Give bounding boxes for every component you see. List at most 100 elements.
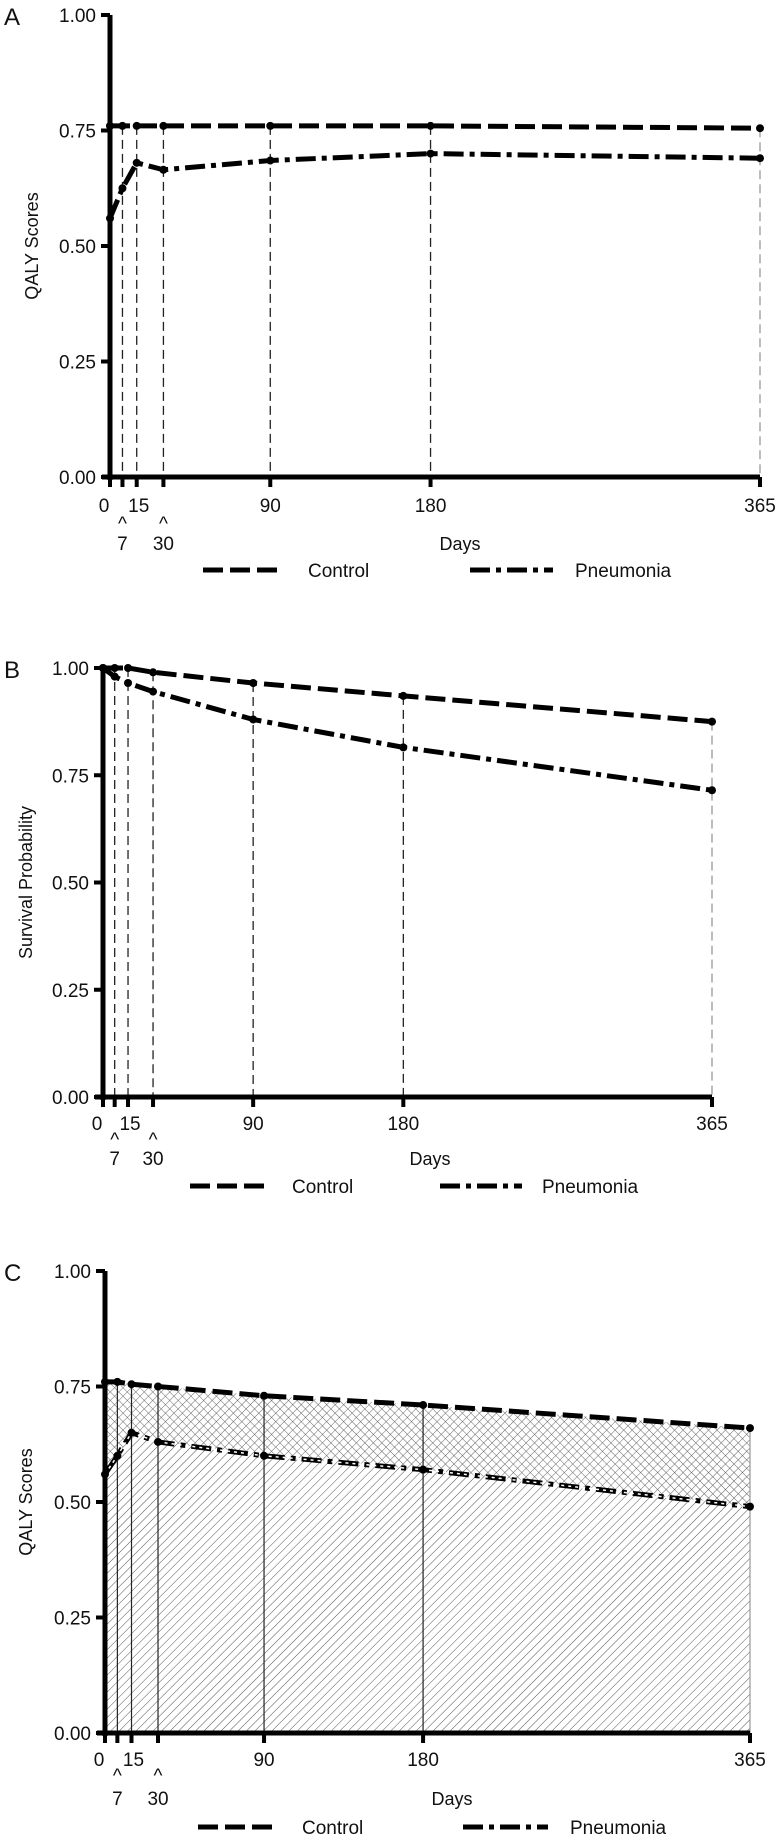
data-point-pneumonia bbox=[419, 1465, 428, 1474]
x-tick-label: 365 bbox=[696, 1114, 728, 1135]
data-point-control bbox=[249, 679, 258, 688]
x-tick-caret: ^ bbox=[110, 1130, 119, 1151]
series-line-pneumonia bbox=[101, 665, 713, 793]
x-tick-label: 0 bbox=[94, 1750, 105, 1771]
x-tick-label: 90 bbox=[243, 1114, 264, 1135]
x-axis-label: Days bbox=[409, 1149, 450, 1169]
legend-label-control: Control bbox=[292, 1177, 353, 1198]
x-tick-label: 30 bbox=[153, 534, 174, 555]
data-point-pneumonia bbox=[249, 715, 258, 724]
data-point-control bbox=[746, 1424, 754, 1433]
data-point-pneumonia bbox=[260, 1451, 269, 1460]
y-tick-label: 0.25 bbox=[54, 1609, 91, 1630]
x-tick-caret: ^ bbox=[159, 514, 168, 535]
y-tick-label: 0.50 bbox=[52, 874, 89, 895]
data-point-control bbox=[132, 121, 141, 130]
series-line-control bbox=[110, 123, 761, 131]
data-point-pneumonia bbox=[118, 184, 127, 193]
data-point-pneumonia bbox=[132, 158, 141, 167]
x-tick-label: 15 bbox=[119, 1114, 140, 1135]
data-point-pneumonia bbox=[746, 1502, 754, 1511]
panel-a: 0.000.250.500.751.000 15 90 180 365^7^30 Days… bbox=[4, 4, 776, 582]
panel-c: 0.000.250.500.751.000 15 90 180 365^7^30 Days… bbox=[4, 1260, 766, 1839]
y-tick-label: 0.75 bbox=[52, 766, 89, 787]
legend: Control Pneumonia bbox=[203, 561, 672, 582]
y-tick-label: 0.25 bbox=[59, 353, 96, 374]
series-line-pneumonia bbox=[107, 151, 761, 220]
data-point-control bbox=[118, 121, 127, 130]
x-tick-label: 365 bbox=[744, 496, 776, 517]
area-below-pneumonia bbox=[105, 1432, 750, 1733]
x-tick-label: 7 bbox=[117, 534, 128, 555]
data-point-control bbox=[260, 1391, 269, 1400]
y-axis-label: QALY Scores bbox=[16, 1448, 36, 1555]
y-axis-label: QALY Scores bbox=[22, 192, 42, 299]
legend-label-control: Control bbox=[308, 561, 369, 582]
legend-label-control: Control bbox=[302, 1818, 363, 1839]
data-point-pneumonia bbox=[113, 1451, 122, 1460]
panel-label: C bbox=[4, 1260, 21, 1287]
x-axis-label: Days bbox=[431, 1789, 472, 1809]
panel-label: B bbox=[4, 657, 20, 684]
panel-b: 0.000.250.500.751.000 15 90 180 365^7^30 Days… bbox=[4, 657, 728, 1198]
data-point-control bbox=[756, 124, 764, 133]
legend: Control Pneumonia bbox=[198, 1818, 667, 1839]
legend-label-pneumonia: Pneumonia bbox=[575, 561, 672, 582]
data-point-pneumonia bbox=[708, 786, 716, 795]
y-tick-label: 0.00 bbox=[59, 468, 96, 489]
x-tick-caret: ^ bbox=[149, 1130, 158, 1151]
data-point-pneumonia bbox=[154, 1437, 163, 1446]
data-point-control bbox=[110, 664, 119, 672]
data-point-pneumonia bbox=[756, 154, 764, 163]
area-between-series bbox=[105, 1381, 750, 1507]
x-tick-label: 30 bbox=[142, 1149, 163, 1170]
x-tick-label: 15 bbox=[123, 1750, 144, 1771]
x-tick-label: 0 bbox=[92, 1114, 103, 1135]
series-line-control bbox=[103, 665, 713, 725]
y-tick-label: 0.00 bbox=[54, 1724, 91, 1745]
x-tick-caret: ^ bbox=[118, 514, 127, 535]
y-axis-label: Survival Probability bbox=[16, 806, 36, 959]
data-point-pneumonia bbox=[127, 1428, 136, 1437]
x-tick-caret: ^ bbox=[113, 1766, 122, 1787]
data-point-control bbox=[708, 717, 716, 726]
panel-label: A bbox=[4, 4, 20, 31]
data-point-control bbox=[159, 121, 168, 130]
x-tick-label: 30 bbox=[147, 1789, 168, 1810]
x-tick-label: 180 bbox=[387, 1114, 419, 1135]
x-tick-label: 7 bbox=[109, 1149, 120, 1170]
data-point-control bbox=[127, 1380, 136, 1389]
data-point-control bbox=[399, 691, 408, 700]
x-tick-caret: ^ bbox=[154, 1766, 163, 1787]
x-tick-label: 90 bbox=[253, 1750, 274, 1771]
data-point-pneumonia bbox=[149, 687, 158, 696]
x-tick-label: 365 bbox=[734, 1750, 766, 1771]
data-point-control bbox=[266, 121, 275, 130]
data-point-pneumonia bbox=[266, 156, 275, 165]
data-point-pneumonia bbox=[426, 149, 435, 158]
data-point-pneumonia bbox=[159, 165, 168, 174]
x-tick-label: 7 bbox=[112, 1789, 123, 1810]
data-point-pneumonia bbox=[124, 679, 133, 688]
x-axis-label: Days bbox=[439, 534, 480, 554]
y-tick-label: 1.00 bbox=[59, 6, 96, 27]
x-tick-label: 180 bbox=[407, 1750, 439, 1771]
data-point-control bbox=[124, 664, 133, 672]
x-tick-label: 90 bbox=[260, 496, 281, 517]
data-point-control bbox=[419, 1400, 428, 1409]
data-point-control bbox=[113, 1377, 122, 1386]
y-tick-label: 0.75 bbox=[54, 1378, 91, 1399]
data-point-pneumonia bbox=[399, 743, 408, 752]
y-tick-label: 1.00 bbox=[52, 659, 89, 680]
x-tick-label: 0 bbox=[99, 496, 110, 517]
y-tick-label: 0.50 bbox=[59, 237, 96, 258]
y-tick-label: 1.00 bbox=[54, 1262, 91, 1283]
data-point-pneumonia bbox=[110, 672, 119, 681]
legend-label-pneumonia: Pneumonia bbox=[570, 1818, 667, 1839]
x-tick-label: 15 bbox=[128, 496, 149, 517]
data-point-control bbox=[149, 668, 158, 677]
data-point-control bbox=[154, 1382, 163, 1391]
legend: Control Pneumonia bbox=[190, 1177, 639, 1198]
x-tick-label: 180 bbox=[415, 496, 447, 517]
